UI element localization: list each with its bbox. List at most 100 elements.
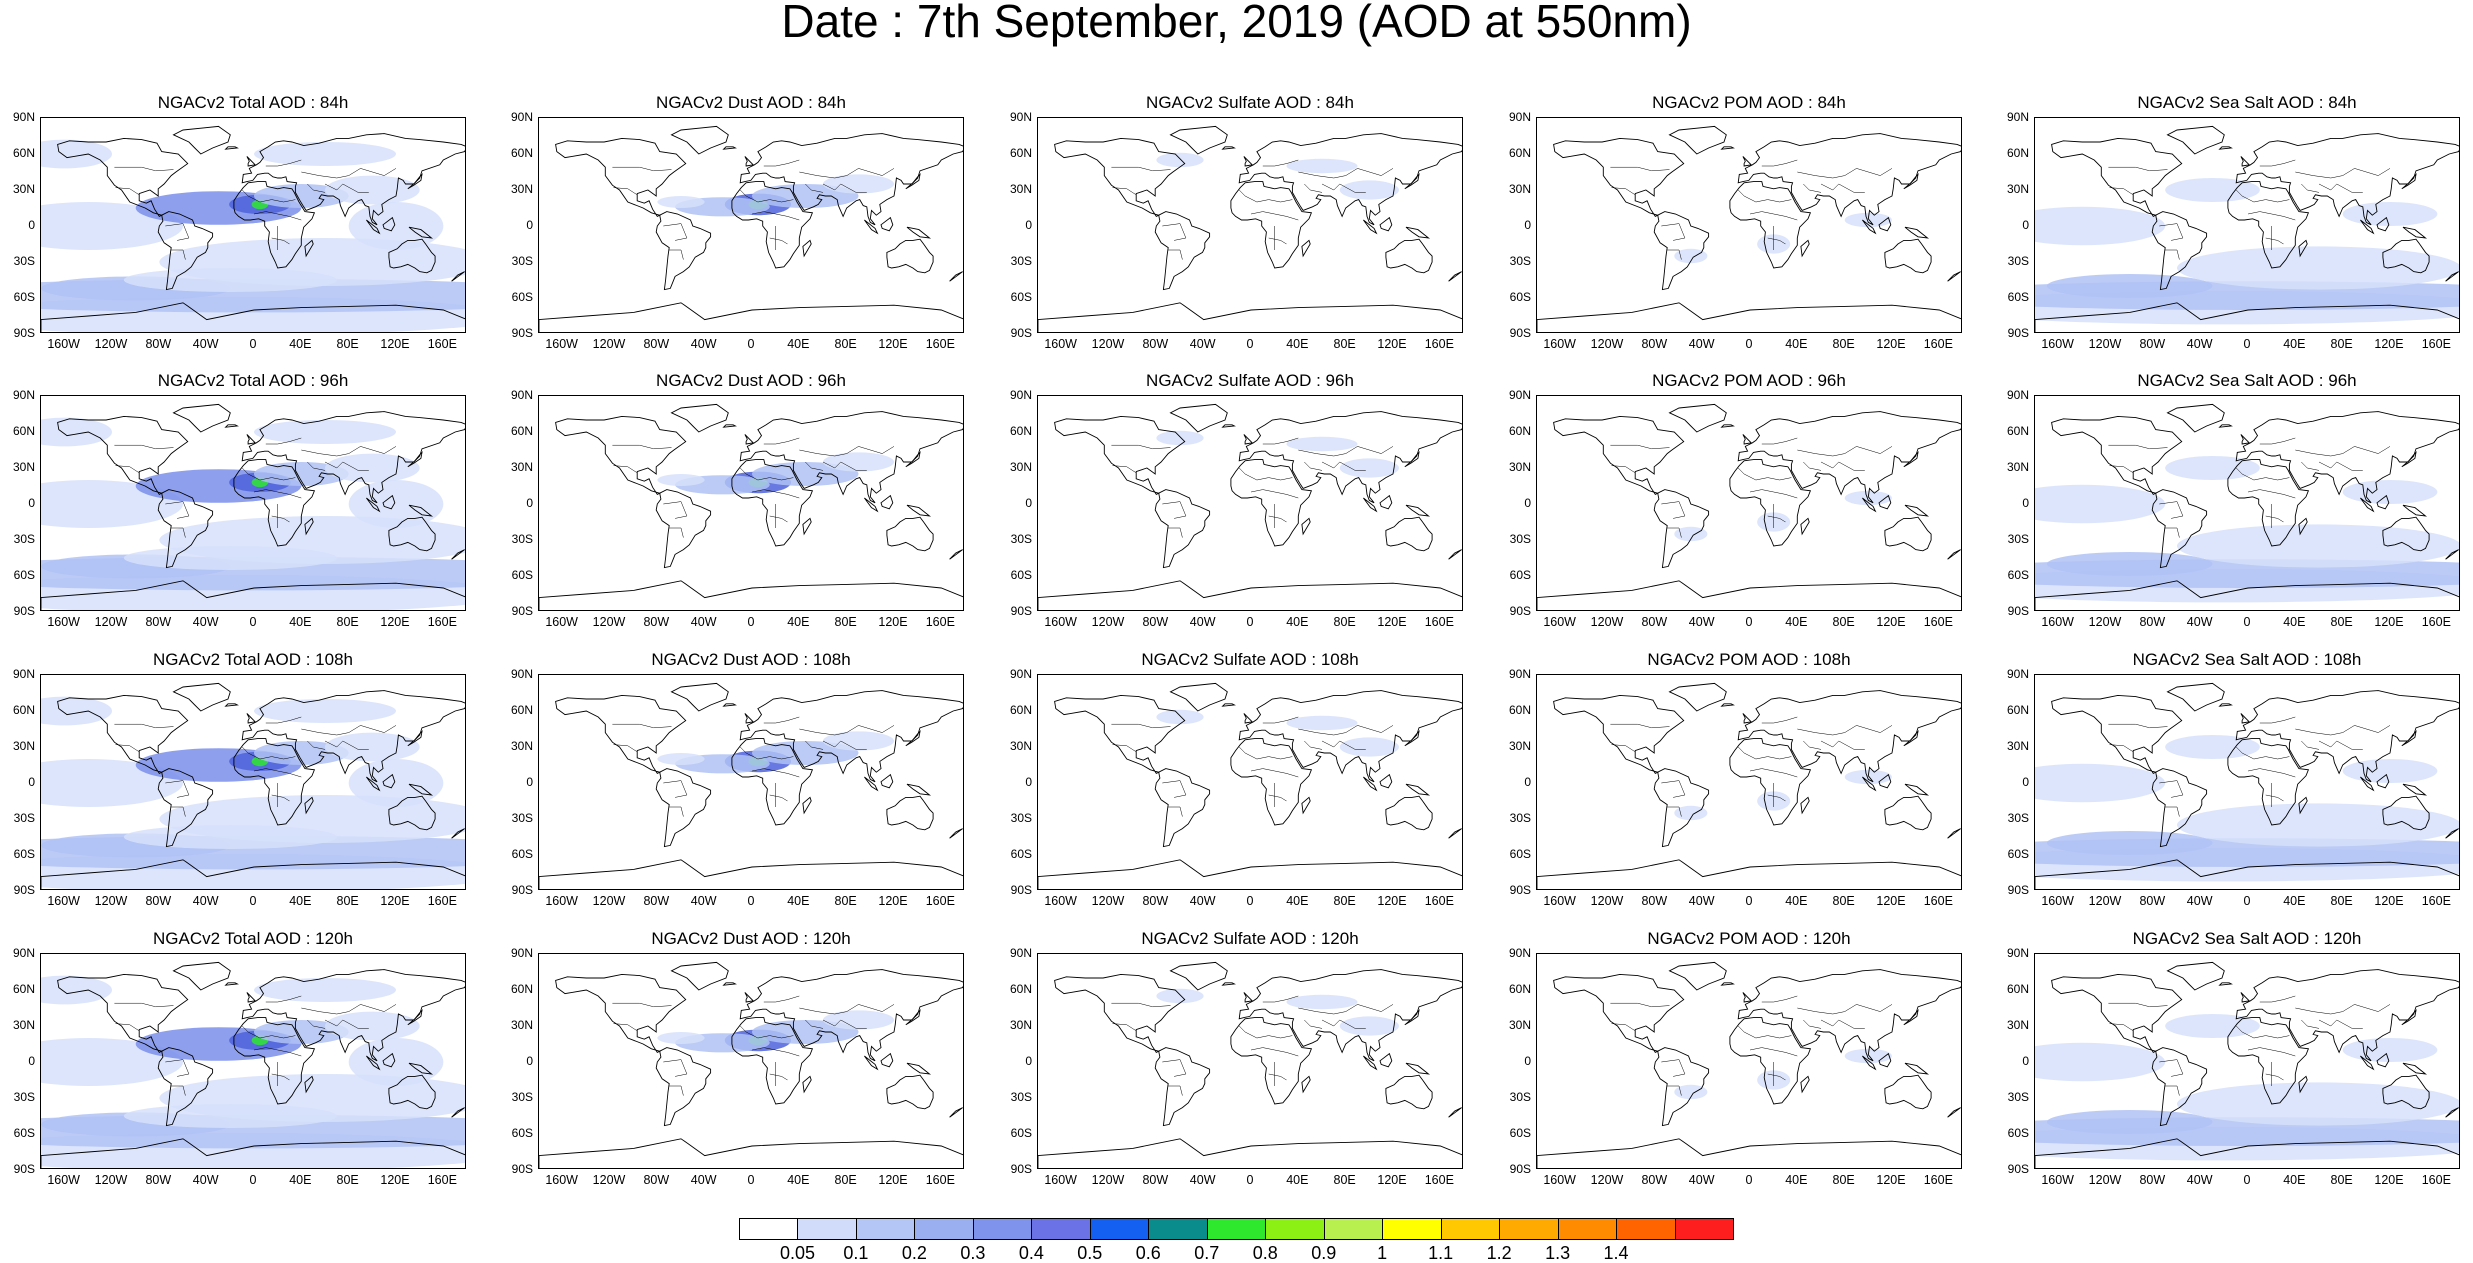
coastline	[157, 489, 214, 569]
coastline	[949, 1107, 963, 1118]
country-border	[1168, 1085, 1183, 1096]
coastline	[2051, 137, 2183, 217]
country-border	[2108, 1002, 2168, 1008]
coastline	[157, 1047, 214, 1127]
lat-tick-label: 90S	[2007, 326, 2029, 340]
country-border	[663, 780, 688, 798]
coastline	[1903, 451, 1919, 468]
coastline	[1537, 859, 1961, 889]
lat-tick-label: 0	[1524, 496, 1531, 510]
lat-tick-label: 90S	[1010, 883, 1032, 897]
country-border	[1667, 527, 1682, 538]
lat-tick-label: 60S	[511, 568, 533, 582]
coastline	[880, 494, 894, 510]
lat-tick-label: 90N	[1009, 946, 1032, 960]
aod-field	[2342, 759, 2438, 783]
lon-tick-label: 80E	[2330, 894, 2353, 908]
coastline	[408, 783, 434, 796]
country-border	[2159, 501, 2184, 519]
lon-tick-label: 80E	[1832, 894, 1855, 908]
coastline	[555, 137, 687, 217]
country-border	[769, 1073, 788, 1081]
country-border	[1749, 211, 1798, 221]
country-border	[740, 746, 794, 760]
aod-field	[254, 978, 396, 1002]
coastline	[1862, 1055, 1877, 1071]
lon-tick-label: 40W	[2186, 1173, 2213, 1187]
lon-tick-label: 40E	[1286, 337, 1309, 351]
lat-tick-label: 0	[526, 218, 533, 232]
lat-tick-label: 90N	[1508, 946, 1531, 960]
country-border	[1767, 237, 1786, 245]
panel-title-seasalt-84h: NGACv2 Sea Salt AOD : 84h	[2137, 93, 2357, 112]
country-border	[165, 1059, 190, 1077]
coastline	[233, 181, 316, 269]
coastline	[1169, 961, 1228, 991]
lon-tick-label: 160E	[427, 615, 457, 629]
country-border	[1738, 467, 1792, 481]
aod-field	[325, 453, 420, 483]
lon-tick-label: 160E	[2421, 337, 2451, 351]
aod-field	[1339, 458, 1399, 478]
lon-tick-label: 160W	[1044, 1173, 1077, 1187]
country-border	[2109, 1023, 2134, 1032]
country-border	[242, 189, 296, 203]
lon-tick-label: 40E	[289, 894, 312, 908]
coastline	[864, 497, 879, 513]
coastline	[802, 1075, 812, 1094]
lon-tick-label: 160W	[47, 337, 80, 351]
coastline	[246, 434, 257, 445]
lon-tick-label: 120E	[878, 894, 908, 908]
country-border	[1239, 746, 1293, 760]
coastline	[2235, 969, 2459, 1062]
country-border	[805, 740, 824, 750]
lon-tick-label: 40W	[192, 1173, 219, 1187]
aod-field	[2035, 484, 2166, 524]
aod-field	[823, 452, 894, 472]
coastline	[41, 302, 465, 332]
colorbar-swatch	[1674, 1218, 1734, 1240]
aod-field	[41, 975, 112, 1005]
aod-field	[1156, 152, 1204, 168]
coastline	[1301, 517, 1311, 536]
lon-tick-label: 120W	[2088, 1173, 2122, 1187]
country-border	[763, 716, 800, 724]
lon-tick-label: 0	[2243, 615, 2251, 629]
colorbar-label: 0.5	[1077, 1243, 1103, 1263]
lon-tick-label: 160W	[1543, 894, 1576, 908]
aod-field	[1156, 709, 1204, 725]
lon-tick-label: 80E	[2330, 615, 2353, 629]
lon-tick-label: 160E	[2421, 1173, 2451, 1187]
country-border	[2165, 527, 2180, 538]
lon-tick-label: 0	[1745, 1173, 1753, 1187]
coastline	[1221, 146, 1236, 150]
lon-tick-label: 80W	[2139, 894, 2166, 908]
coastline	[224, 424, 239, 428]
lon-tick-label: 160E	[1424, 615, 1454, 629]
lat-tick-label: 60N	[1009, 146, 1032, 160]
lat-tick-label: 30N	[2006, 1018, 2029, 1032]
lon-tick-label: 40E	[1286, 1173, 1309, 1187]
lat-tick-label: 60N	[1508, 424, 1531, 438]
colorbar-swatch	[855, 1218, 916, 1240]
lon-tick-label: 40E	[1785, 1173, 1808, 1187]
lat-tick-label: 0	[1524, 1054, 1531, 1068]
coastline	[1553, 137, 1685, 217]
lon-tick-label: 40E	[2283, 894, 2306, 908]
coastline	[886, 238, 934, 274]
coastline	[388, 238, 436, 274]
coastline	[2298, 1075, 2308, 1094]
lon-tick-label: 80W	[145, 337, 172, 351]
aod-field	[159, 516, 465, 564]
coastline	[2235, 133, 2459, 226]
coastline	[1243, 156, 1254, 167]
lon-tick-label: 160W	[2041, 1173, 2074, 1187]
country-border	[612, 1002, 672, 1008]
aod-field	[254, 142, 396, 166]
colorbar-swatch	[1499, 1218, 1559, 1240]
lat-tick-label: 30S	[511, 532, 533, 546]
coastline	[1878, 773, 1892, 789]
aod-field	[2177, 803, 2459, 847]
coastline	[731, 181, 814, 269]
lon-tick-label: 0	[1246, 615, 1254, 629]
